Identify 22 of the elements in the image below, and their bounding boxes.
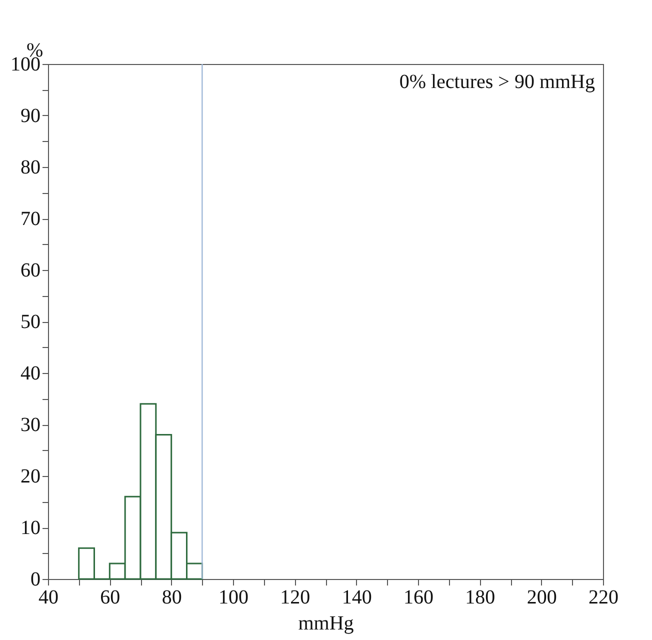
y-tick-label: 30 bbox=[20, 414, 40, 436]
x-tick-label: 80 bbox=[162, 586, 182, 608]
x-tick-label: 100 bbox=[218, 586, 248, 608]
y-tick-label: 10 bbox=[20, 517, 40, 539]
y-tick-label: 20 bbox=[20, 466, 40, 488]
x-tick-label: 140 bbox=[342, 586, 372, 608]
y-tick-label: 60 bbox=[20, 260, 40, 282]
x-axis-title: mmHg bbox=[298, 612, 354, 634]
x-tick-label: 120 bbox=[280, 586, 310, 608]
x-tick-label: 220 bbox=[588, 586, 618, 608]
y-tick-label: 80 bbox=[20, 156, 40, 178]
y-tick-label: 70 bbox=[20, 208, 40, 230]
x-tick-label: 200 bbox=[526, 586, 557, 608]
x-tick-label: 40 bbox=[38, 586, 58, 608]
x-tick-label: 160 bbox=[404, 586, 434, 608]
y-tick-label: 40 bbox=[20, 362, 40, 384]
y-tick-label: 0 bbox=[30, 568, 40, 590]
y-tick-label: 50 bbox=[20, 311, 40, 333]
x-tick-label: 180 bbox=[465, 586, 496, 608]
y-tick-label: 90 bbox=[20, 105, 40, 127]
annotation: 0% lectures > 90 mmHg bbox=[399, 71, 595, 93]
x-tick-label: 60 bbox=[100, 586, 120, 608]
